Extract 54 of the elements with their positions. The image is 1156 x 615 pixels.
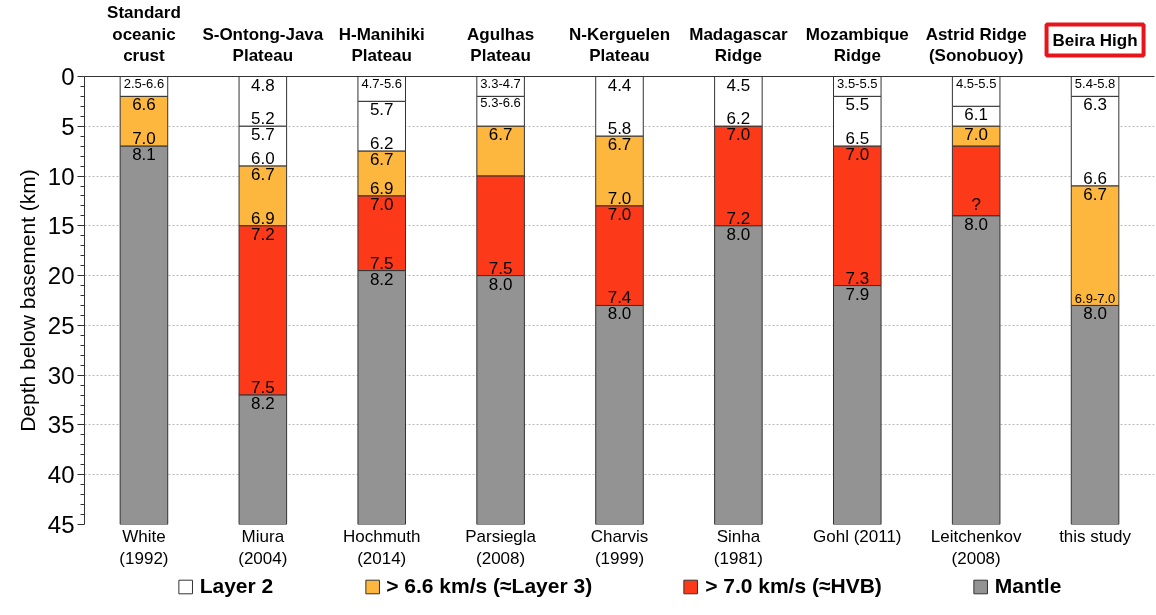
- annotation: 5.5: [845, 95, 870, 115]
- legend-label: Mantle: [994, 574, 1062, 598]
- annotation: 4.4: [607, 75, 632, 95]
- annotation: 5.7: [369, 100, 394, 120]
- annotation: 8.0: [964, 214, 988, 234]
- annotation: 5.4-5.8: [1074, 75, 1116, 91]
- legend-label: > 6.6 km/s (≈Layer 3): [386, 574, 593, 598]
- legend-label: > 7.0 km/s (≈HVB): [705, 574, 882, 598]
- x-tick-label: White (1992): [119, 526, 169, 569]
- annotation: 6.7: [488, 125, 513, 145]
- text: Madagascar Ridge: [689, 24, 788, 66]
- annotation: 6.3: [1083, 95, 1107, 115]
- x-tick-label: Sinha (1981): [713, 526, 763, 569]
- annotation: 4.8: [251, 75, 275, 95]
- x-tick-label: Charvis (1999): [590, 526, 649, 569]
- y-tick-label: 5: [61, 112, 75, 140]
- annotation: 6.1: [964, 105, 988, 125]
- y-tick-label: 35: [47, 411, 75, 439]
- y-axis-title: Depth below basement (km): [15, 169, 39, 432]
- text: Astrid Ridge (Sonobuoy): [925, 24, 1027, 66]
- annotation: ?: [971, 194, 981, 214]
- x-tick-label: Hochmuth (2014): [342, 526, 421, 569]
- y-tick-label: 10: [47, 162, 75, 190]
- y-tick-label: 15: [47, 212, 75, 240]
- x-tick-label: Gohl (2011): [813, 526, 902, 546]
- text: N-Kerguelen Plateau: [568, 24, 671, 66]
- text: Agulhas Plateau: [467, 24, 535, 66]
- annotation: 7.0: [964, 125, 988, 145]
- text: Mozambique Ridge: [805, 24, 909, 66]
- annotation: 6.6: [132, 95, 156, 115]
- text: H-Manihiki Plateau: [338, 24, 425, 66]
- y-tick-label: 25: [47, 311, 75, 339]
- annotation: 8.0: [1083, 304, 1107, 324]
- y-tick-label: 0: [61, 63, 75, 90]
- y-tick-label: 40: [47, 461, 75, 489]
- annotation: 4.7-5.6: [361, 75, 402, 91]
- x-tick-label: Miura (2004): [238, 526, 288, 569]
- text: Standard oceanic crust: [107, 2, 181, 66]
- text: S-Ontong-Java Plateau: [202, 24, 324, 66]
- text: Beira High: [1052, 30, 1138, 50]
- y-tick-label: 20: [47, 262, 75, 290]
- annotation: 3.3-4.7: [480, 75, 521, 91]
- legend-label: Layer 2: [199, 574, 274, 598]
- annotation: 4.5-5.5: [955, 75, 997, 91]
- x-tick-label: this study: [1059, 526, 1132, 546]
- annotation: 4.5: [726, 75, 751, 95]
- annotation: 6.9-7.0: [1074, 291, 1116, 307]
- annotation: 2.5-6.6: [123, 75, 165, 91]
- y-tick-label: 30: [47, 361, 75, 389]
- x-tick-label: Leitchenkov (2008): [930, 526, 1023, 569]
- annotation: 3.5-5.5: [837, 75, 878, 91]
- annotation: 5.3-6.6: [480, 95, 521, 111]
- y-tick-label: 45: [47, 511, 75, 538]
- x-tick-label: Parsiegla (2008): [465, 526, 537, 569]
